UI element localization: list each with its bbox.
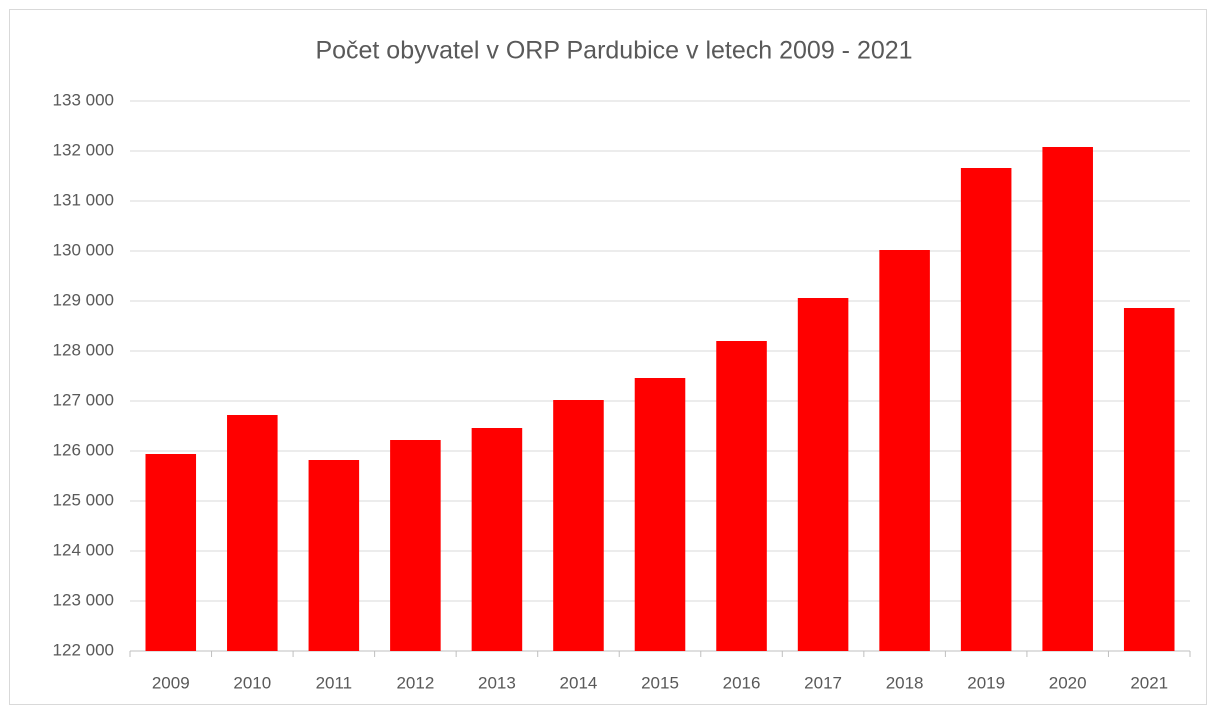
bar [716, 341, 767, 651]
y-tick-label: 122 000 [53, 640, 114, 659]
bar [553, 400, 604, 651]
bar [390, 440, 441, 651]
x-tick-label: 2014 [560, 673, 598, 692]
bar [797, 298, 849, 651]
x-tick-label: 2011 [316, 673, 353, 692]
x-tick-label: 2015 [641, 673, 679, 692]
x-tick-label: 2017 [804, 673, 842, 692]
y-tick-label: 124 000 [53, 540, 114, 559]
bar [634, 378, 686, 651]
y-tick-label: 127 000 [53, 390, 114, 409]
y-tick-label: 123 000 [53, 590, 114, 609]
x-tick-label: 2020 [1049, 673, 1087, 692]
x-tick-label: 2013 [478, 673, 516, 692]
y-tick-label: 125 000 [53, 490, 114, 509]
x-tick-label: 2010 [233, 673, 271, 692]
bar [227, 415, 278, 651]
y-tick-label: 132 000 [53, 140, 114, 159]
y-tick-label: 128 000 [53, 340, 114, 359]
x-tick-label: 2016 [723, 673, 761, 692]
y-tick-label: 131 000 [53, 190, 114, 209]
bar [145, 454, 197, 651]
x-tick-label: 2012 [396, 673, 434, 692]
chart-title: Počet obyvatel v ORP Pardubice v letech … [315, 37, 912, 65]
x-tick-label: 2009 [152, 673, 190, 692]
bar [471, 428, 523, 651]
y-tick-label: 130 000 [53, 240, 114, 259]
y-tick-label: 126 000 [53, 440, 114, 459]
y-tick-label: 129 000 [53, 290, 114, 309]
y-tick-label: 133 000 [53, 90, 114, 109]
bar [960, 168, 1012, 651]
x-tick-label: 2018 [886, 673, 924, 692]
bar [308, 460, 360, 651]
x-tick-label: 2019 [967, 673, 1005, 692]
bar [1042, 147, 1093, 651]
bar [1123, 308, 1175, 651]
bar [879, 250, 930, 651]
x-tick-label: 2021 [1130, 673, 1168, 692]
